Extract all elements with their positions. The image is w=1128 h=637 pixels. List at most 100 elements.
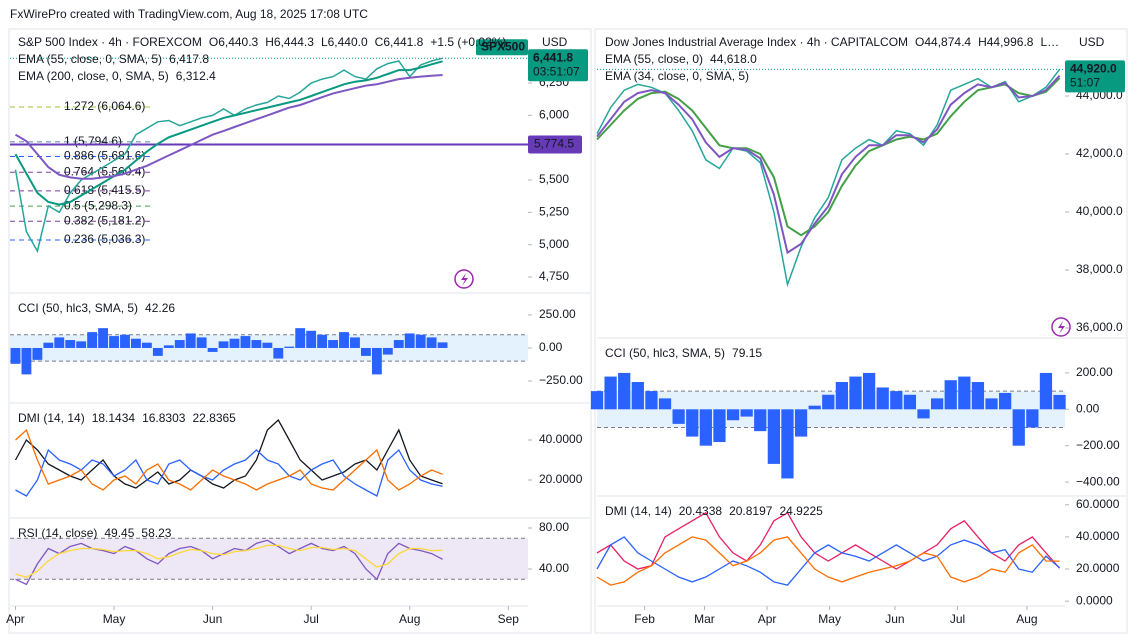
- y-tick-label: 5,000: [539, 237, 569, 251]
- legend-text: 24.9225: [779, 504, 823, 518]
- series-line: [596, 77, 1061, 237]
- y-tick-label: 40.0000: [539, 432, 583, 446]
- cci-bar: [339, 332, 349, 348]
- cci-bar: [985, 398, 998, 410]
- cci-bar: [645, 391, 658, 410]
- series-line: [596, 536, 1061, 586]
- x-tick-label: May: [818, 612, 841, 626]
- cci-bar: [1053, 394, 1066, 410]
- left-frame: [8, 28, 592, 634]
- cci-bar: [174, 340, 185, 348]
- legend-text: H44,996.8: [978, 35, 1034, 49]
- cci-bar: [306, 330, 317, 348]
- legend-text: L6,440.0: [321, 35, 368, 49]
- legend-text: RSI (14, close): [18, 526, 97, 540]
- fib-label: 0.236 (5,036.3): [64, 232, 145, 246]
- x-tick-label: May: [103, 612, 126, 626]
- legend-text: 22.8365: [192, 411, 236, 425]
- y-tick-label: 20.0000: [539, 472, 583, 486]
- cci-bar: [999, 392, 1012, 410]
- y-tick-label: 0.00: [1076, 401, 1100, 415]
- y-tick-label: 4,750: [539, 269, 569, 283]
- legend-text: 18.1434: [92, 411, 136, 425]
- price-tag-box: [528, 49, 588, 82]
- cci-bar: [120, 334, 130, 348]
- cci-bar: [740, 409, 753, 417]
- cci-bar: [713, 409, 726, 443]
- y-tick-label: 80.00: [539, 520, 569, 534]
- cci-bar: [590, 391, 604, 410]
- header: FxWirePro created with TradingView.com, …: [10, 7, 368, 21]
- y-tick-label: −200.00: [1076, 438, 1120, 452]
- cci-bar: [437, 342, 448, 348]
- legend-text: EMA (55, close, 0): [605, 52, 703, 66]
- cci-bar: [87, 332, 98, 348]
- y-tick-label: 42,000.0: [1076, 146, 1123, 160]
- legend-text: 20.4338: [679, 504, 723, 518]
- right-frame: [594, 28, 1128, 634]
- x-tick-label: Jun: [885, 612, 904, 626]
- alert-icon[interactable]: [1051, 317, 1071, 337]
- legend-text: EMA (34, close, 0, SMA, 5): [605, 69, 749, 83]
- x-tick-label: Jun: [203, 612, 222, 626]
- cci-bar: [890, 391, 903, 410]
- cci-bar: [218, 341, 229, 348]
- cci-bar: [754, 409, 767, 432]
- cci-bar: [131, 338, 141, 348]
- legend-text: EMA (200, close, 0, SMA, 5): [18, 69, 169, 83]
- legend-text: 6,417.8: [169, 52, 209, 66]
- cci-bar: [54, 337, 65, 348]
- cci-bar: [794, 409, 808, 437]
- fib-label: 1 (5,794.6): [64, 134, 122, 148]
- cci-bar: [930, 398, 944, 410]
- legend-text: 44,618.0: [710, 52, 757, 66]
- cci-bar: [317, 334, 328, 348]
- price-box: [528, 135, 582, 154]
- symbol-tag-box: [476, 39, 528, 56]
- price-line: [14, 57, 443, 254]
- cci-bar: [426, 337, 437, 348]
- price-tag-label: 6,441.8: [533, 50, 573, 64]
- cci-bar: [822, 394, 835, 410]
- cci-bar: [672, 409, 685, 424]
- y-tick-label: 0.0000: [1076, 593, 1113, 607]
- y-tick-label: 200.00: [1076, 365, 1113, 379]
- series-line: [15, 448, 443, 497]
- cci-bar: [152, 347, 163, 356]
- currency: USD: [1079, 35, 1105, 49]
- cci-bar: [862, 372, 876, 410]
- cci-bar: [32, 347, 43, 360]
- fib-label: 0.886 (5,681.6): [64, 149, 145, 163]
- cci-bar: [604, 376, 617, 410]
- alert-icon[interactable]: [454, 269, 474, 289]
- x-tick-label: Jul: [950, 612, 965, 626]
- cci-bar: [686, 409, 699, 437]
- legend-text: Dow Jones Industrial Average Index · 4h …: [605, 35, 908, 49]
- legend-text: 16.8303: [142, 411, 186, 425]
- legend-text: DMI (14, 14): [18, 411, 85, 425]
- x-tick-label: Feb: [634, 612, 655, 626]
- x-tick-label: Apr: [6, 612, 25, 626]
- fib-label: 0.5 (5,298.3): [64, 198, 132, 212]
- cci-bar: [295, 328, 306, 348]
- legend-text: C6,441.8: [375, 35, 424, 49]
- cci-bar: [76, 341, 87, 348]
- series-line: [14, 60, 443, 206]
- cci-bar: [699, 409, 712, 446]
- cci-bar: [262, 342, 273, 348]
- cci-bar: [284, 346, 295, 348]
- legend-text: 6,312.4: [176, 69, 216, 83]
- legend-text: +1.5 (+0.02%): [430, 35, 506, 49]
- cci-bar: [240, 336, 251, 348]
- legend-text: 49.45: [104, 526, 134, 540]
- cci-bar: [971, 382, 985, 410]
- x-tick-label: Aug: [399, 612, 420, 626]
- x-tick-label: Aug: [1016, 612, 1037, 626]
- series-line: [14, 74, 443, 180]
- cci-bar: [163, 345, 174, 348]
- cci-bar: [835, 382, 849, 410]
- fib-label: 0.382 (5,181.2): [64, 213, 145, 227]
- countdown: 51:07: [1070, 75, 1100, 89]
- price-tag-label: 44,920.0: [1070, 61, 1117, 75]
